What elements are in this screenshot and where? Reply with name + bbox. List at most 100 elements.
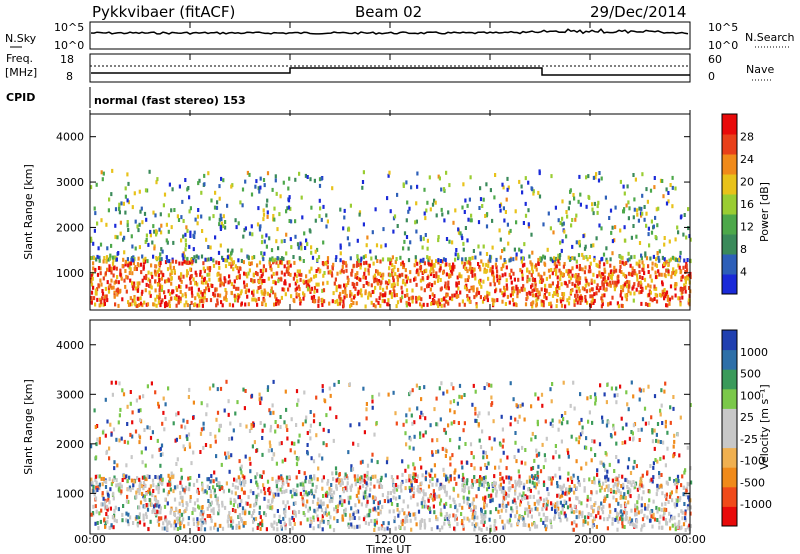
scatter-cell [124,194,127,199]
scatter-cell [615,455,618,459]
scatter-cell [623,207,626,212]
scatter-cell [487,461,490,466]
scatter-cell [366,495,369,500]
scatter-cell [445,474,448,479]
scatter-cell [531,522,534,527]
scatter-cell [157,401,160,406]
scatter-cell [666,303,669,308]
scatter-cell [165,238,168,243]
scatter-cell [435,396,438,401]
scatter-cell [652,515,655,520]
scatter-cell [208,272,211,277]
scatter-cell [553,267,556,272]
scatter-cell [354,482,357,487]
scatter-cell [309,410,312,414]
scatter-cell [359,277,362,282]
scatter-cell [139,301,143,306]
scatter-cell [175,506,178,511]
scatter-cell [637,281,640,285]
scatter-cell [431,202,435,207]
scatter-cell [432,299,435,304]
scatter-cell [234,264,237,269]
scatter-cell [563,511,566,516]
scatter-cell [295,292,298,297]
scatter-cell [125,463,128,468]
scatter-cell [619,260,622,265]
scatter-cell [362,261,366,266]
scatter-cell [237,515,240,519]
scatter-cell [582,519,585,524]
scatter-cell [493,195,496,200]
scatter-cell [283,521,286,526]
scatter-cell [267,276,270,281]
scatter-cell [181,503,184,508]
scatter-cell [317,299,320,304]
scatter-cell [185,225,188,230]
scatter-cell [148,169,151,174]
scatter-cell [560,303,564,308]
scatter-cell [205,412,208,417]
scatter-cell [354,273,357,277]
scatter-cell [295,389,299,394]
scatter-cell [267,499,270,504]
scatter-cell [671,255,674,260]
scatter-cell [220,462,223,467]
scatter-cell [404,268,407,273]
scatter-cell [671,271,674,276]
scatter-cell [277,246,280,251]
scatter-cell [538,279,542,284]
scatter-cell [180,279,183,284]
scatter-cell [128,271,131,275]
scatter-cell [543,271,546,276]
scatter-cell [373,273,376,278]
scatter-cell [513,277,516,282]
scatter-cell [458,445,461,450]
scatter-cell [312,459,316,464]
scatter-cell [94,211,97,216]
scatter-cell [228,455,231,460]
scatter-cell [303,471,306,476]
scatter-cell [491,488,494,493]
scatter-cell [412,512,415,517]
scatter-cell [373,518,376,523]
scatter-cell [250,393,254,398]
scatter-cell [431,265,434,270]
scatter-cell [637,218,640,223]
scatter-cell [408,512,412,517]
scatter-cell [445,449,448,454]
scatter-cell [620,416,623,421]
scatter-cell [260,240,264,245]
scatter-cell [393,519,396,524]
scatter-cell [375,269,378,274]
scatter-cell [375,518,378,523]
scatter-cell [483,267,486,272]
scatter-cell [425,504,428,509]
scatter-cell [220,217,223,222]
scatter-cell [221,255,224,260]
scatter-cell [411,388,414,393]
scatter-cell [138,477,141,482]
scatter-cell [98,474,101,479]
scatter-cell [423,211,426,216]
scatter-cell [404,293,407,298]
scatter-cell [646,199,649,204]
scatter-cell [531,301,534,306]
scatter-cell [641,172,644,177]
scatter-cell [252,289,255,294]
scatter-cell [130,478,133,483]
scatter-cell [635,234,638,239]
scatter-cell [675,502,679,507]
scatter-cell [524,461,527,466]
scatter-cell [454,252,457,257]
scatter-cell [292,488,295,492]
scatter-cell [250,278,253,283]
scatter-cell [566,505,570,510]
scatter-cell [528,277,531,282]
scatter-cell [360,502,363,507]
scatter-cell [196,517,199,522]
scatter-cell [327,511,331,516]
scatter-cell [263,239,266,244]
scatter-cell [114,302,117,307]
scatter-cell [400,488,403,493]
scatter-cell [352,295,356,300]
